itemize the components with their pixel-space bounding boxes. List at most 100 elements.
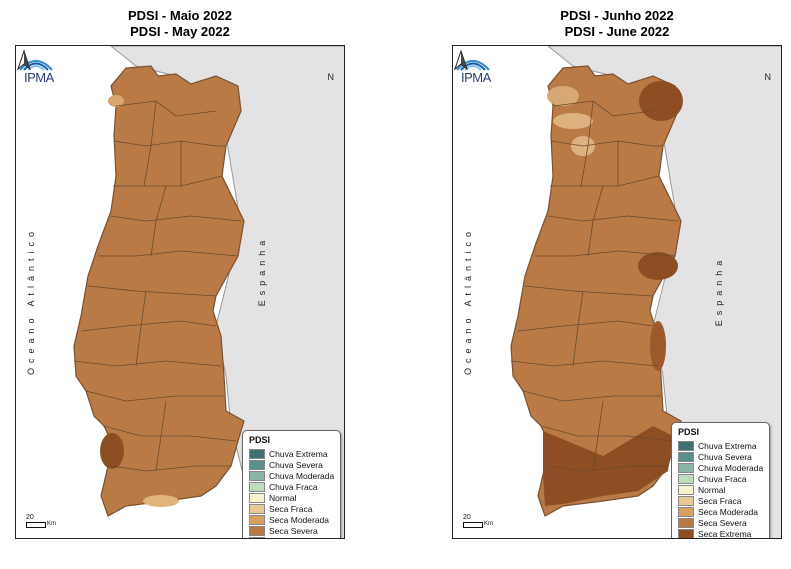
legend-label: Normal: [269, 492, 297, 503]
legend-swatch: [678, 451, 694, 462]
legend-row: Chuva Extrema: [249, 448, 334, 459]
legend-swatch: [249, 470, 265, 481]
legend-row: Chuva Moderada: [678, 462, 763, 473]
ocean-label: Oceano Atlântico: [26, 226, 36, 376]
legend-label: Chuva Fraca: [698, 473, 747, 484]
legend-swatch: [249, 503, 265, 514]
legend-title: PDSI: [678, 427, 700, 437]
legend-label: Chuva Severa: [269, 459, 323, 470]
scale-value: 20: [26, 514, 34, 521]
legend-swatch: [249, 525, 265, 536]
legend-row: Seca Moderada: [249, 514, 334, 525]
district-borders: [510, 100, 679, 472]
legend-label: Seca Fraca: [269, 503, 313, 514]
legend-row: Chuva Moderada: [249, 470, 334, 481]
portugal-map: [73, 46, 344, 538]
legend-label: Seca Fraca: [698, 495, 742, 506]
map-panel-may: PDSI - Maio 2022 PDSI - May 2022: [15, 0, 345, 569]
north-arrow-icon: [16, 49, 32, 71]
map-title-pt: PDSI - Maio 2022: [127, 8, 233, 23]
map-title-en: PDSI - June 2022: [564, 24, 670, 39]
legend-row: Seca Extrema: [249, 536, 334, 539]
north-arrow-icon: [453, 49, 469, 71]
legend-row: Seca Severa: [249, 525, 334, 536]
legend-row: Seca Extrema: [678, 528, 763, 539]
patch: [143, 495, 179, 507]
legend-row: Seca Severa: [678, 517, 763, 528]
legend-row: Chuva Fraca: [678, 473, 763, 484]
north-label: N: [327, 72, 335, 82]
legend-swatch: [249, 492, 265, 503]
legend-swatch: [249, 481, 265, 492]
legend-label: Seca Moderada: [698, 506, 759, 517]
legend-swatch: [249, 536, 265, 538]
legend-swatch: [678, 495, 694, 506]
legend: PDSI Chuva Extrema Chuva Severa Chuva Mode…: [671, 422, 771, 539]
portugal-map: [510, 46, 781, 538]
legend-swatch: [678, 484, 694, 495]
legend: PDSI Chuva Extrema Chuva Severa Chuva Mode…: [242, 430, 342, 539]
scale-bar-graphic: [463, 522, 483, 528]
legend-rows: Chuva Extrema Chuva Severa Chuva Moderada C…: [678, 440, 763, 539]
legend-swatch: [678, 473, 694, 484]
map-title-pt: PDSI - Junho 2022: [560, 8, 674, 23]
map-title-en: PDSI - May 2022: [130, 24, 230, 39]
patch: [543, 426, 673, 506]
legend-label: Seca Moderada: [269, 514, 330, 525]
legend-label: Seca Extrema: [698, 528, 752, 539]
legend-row: Chuva Severa: [678, 451, 763, 462]
patch: [650, 321, 666, 371]
legend-swatch: [678, 506, 694, 517]
legend-swatch: [249, 448, 265, 459]
patch: [547, 86, 579, 106]
patch: [553, 113, 593, 129]
legend-label: Seca Extrema: [269, 537, 322, 539]
map-frame: IPMA N Oceano Atlântico Espanha 20 Km PD…: [15, 45, 345, 539]
legend-label: Chuva Moderada: [698, 462, 764, 473]
patch: [638, 252, 678, 280]
legend-row: Chuva Severa: [249, 459, 334, 470]
patch: [639, 81, 683, 121]
legend-row: Seca Fraca: [249, 503, 334, 514]
legend-swatch: [678, 462, 694, 473]
legend-row: Normal: [249, 492, 334, 503]
legend-swatch: [678, 528, 694, 538]
patch: [108, 95, 124, 107]
legend-label: Chuva Moderada: [269, 470, 335, 481]
spain-label: Espanha: [257, 235, 267, 307]
legend-swatch: [678, 517, 694, 528]
legend-swatch: [249, 459, 265, 470]
spain-label: Espanha: [714, 255, 724, 327]
legend-row: Chuva Fraca: [249, 481, 334, 492]
legend-row: Seca Fraca: [678, 495, 763, 506]
scale-bar-graphic: [26, 522, 46, 528]
portugal-land: [73, 65, 245, 517]
legend-rows: Chuva Extrema Chuva Severa Chuva Moderada C…: [249, 448, 334, 539]
scale-bar: 20 Km: [463, 514, 493, 528]
patch: [100, 433, 124, 469]
legend-swatch: [678, 440, 694, 451]
legend-row: Normal: [678, 484, 763, 495]
legend-label: Chuva Extrema: [269, 448, 328, 459]
legend-row: Seca Moderada: [678, 506, 763, 517]
legend-label: Chuva Severa: [698, 451, 752, 462]
legend-label: Chuva Fraca: [269, 481, 318, 492]
scale-value: 20: [463, 514, 471, 521]
north-label: N: [764, 72, 772, 82]
legend-label: Normal: [698, 484, 726, 495]
ipma-logo-text: IPMA: [24, 70, 54, 85]
scale-unit: Km: [484, 521, 493, 527]
ocean-label: Oceano Atlântico: [463, 226, 473, 376]
scale-bar: 20 Km: [26, 514, 56, 528]
ipma-logo-text: IPMA: [461, 70, 491, 85]
legend-label: Chuva Extrema: [698, 440, 757, 451]
legend-label: Seca Severa: [269, 525, 318, 536]
legend-title: PDSI: [249, 435, 271, 445]
legend-label: Seca Severa: [698, 517, 747, 528]
legend-swatch: [249, 514, 265, 525]
scale-unit: Km: [47, 521, 56, 527]
map-panel-june: PDSI - Junho 2022 PDSI - June 2022: [452, 0, 782, 569]
legend-row: Chuva Extrema: [678, 440, 763, 451]
district-borders: [73, 100, 242, 472]
map-frame: IPMA N Oceano Atlântico Espanha 20 Km PD…: [452, 45, 782, 539]
